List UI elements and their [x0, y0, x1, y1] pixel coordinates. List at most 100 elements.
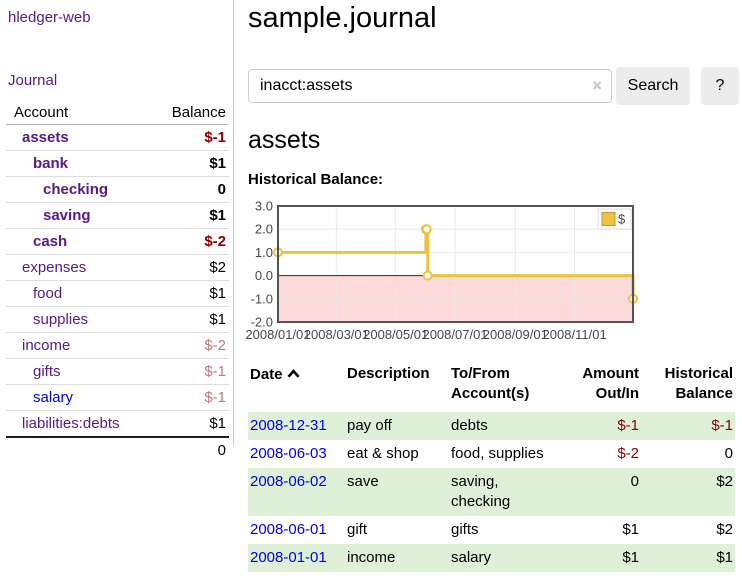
account-balance: $1	[154, 306, 229, 333]
accounts-header-balance: Balance	[154, 101, 229, 125]
clear-search-icon[interactable]: ×	[592, 76, 602, 95]
transaction-balance: $1	[716, 549, 733, 566]
account-row: food $1	[6, 280, 229, 307]
account-row: gifts $-1	[6, 358, 229, 385]
transaction-accounts: saving, checking	[451, 473, 511, 510]
account-row: cash $-2	[6, 228, 229, 255]
account-balance: $-1	[154, 124, 229, 151]
account-balance: $1	[154, 280, 229, 307]
account-balance: 0	[154, 176, 229, 203]
main-content: sample.journal × Search ? assets Histori…	[245, 0, 742, 582]
register-row: 2008-01-01 income salary $1 $1	[248, 544, 735, 572]
svg-text:2008/11/01: 2008/11/01	[543, 327, 607, 342]
sidebar-item-journal[interactable]: Journal	[8, 72, 58, 89]
transaction-amount: $-1	[617, 417, 639, 434]
register-header-balance: Historical Balance	[664, 365, 733, 402]
account-link-cash[interactable]: cash	[33, 233, 68, 250]
account-link-supplies[interactable]: supplies	[33, 311, 89, 328]
svg-text:2.0: 2.0	[255, 222, 273, 237]
account-row: liabilities:debts $1	[6, 410, 229, 438]
account-link-assets[interactable]: assets	[22, 129, 69, 146]
register-header-date[interactable]: Date	[248, 362, 345, 412]
account-row: bank $1	[6, 150, 229, 177]
accounts-header-account: Account	[6, 101, 155, 125]
svg-text:2008/05/01: 2008/05/01	[363, 327, 428, 342]
svg-text:3.0: 3.0	[255, 200, 273, 214]
account-link-income[interactable]: income	[22, 337, 71, 354]
transaction-date-link[interactable]: 2008-12-31	[250, 417, 327, 434]
transaction-accounts: debts	[451, 417, 488, 434]
svg-text:-1.0: -1.0	[251, 291, 273, 306]
register-row: 2008-06-03 eat & shop food, supplies $-2…	[248, 440, 735, 468]
svg-text:2008/03/01: 2008/03/01	[304, 327, 369, 342]
accounts-total-row: 0	[6, 437, 229, 463]
sort-ascending-icon	[287, 364, 300, 384]
transaction-amount: 0	[630, 473, 639, 490]
account-link-salary[interactable]: salary	[33, 389, 74, 406]
account-link-food[interactable]: food	[33, 285, 63, 302]
transaction-balance: $-1	[711, 417, 733, 434]
register-header-date-label: Date	[250, 366, 283, 383]
sidebar: hledger-web Journal Account Balance asse…	[0, 0, 234, 459]
transaction-amount: $-2	[617, 445, 639, 462]
svg-text:2008/01/01: 2008/01/01	[245, 327, 310, 342]
account-row: income $-2	[6, 332, 229, 359]
transaction-amount: $1	[622, 549, 639, 566]
transaction-description: income	[347, 549, 396, 566]
account-row: saving $1	[6, 202, 229, 229]
account-balance: $1	[154, 150, 229, 177]
help-button[interactable]: ?	[701, 67, 739, 105]
account-link-gifts[interactable]: gifts	[33, 363, 61, 380]
transaction-balance: $2	[716, 473, 733, 490]
transaction-date-link[interactable]: 2008-06-01	[250, 521, 327, 538]
account-link-checking[interactable]: checking	[43, 181, 109, 198]
historical-balance-chart: 3.0 2.0 1.0 0.0 -1.0 -2.02008/01/012008/03/01…	[245, 200, 638, 342]
page-title: sample.journal	[248, 2, 437, 34]
register-header-amount: Amount Out/In	[582, 365, 639, 402]
svg-text:1.0: 1.0	[255, 245, 273, 260]
transaction-balance: $2	[716, 521, 733, 538]
transaction-accounts: food, supplies	[451, 445, 544, 462]
account-heading: assets	[248, 126, 321, 154]
transaction-description: eat & shop	[347, 445, 419, 462]
transaction-description: gift	[347, 521, 368, 538]
transaction-balance: 0	[724, 445, 733, 462]
accounts-total-value: 0	[217, 442, 226, 459]
transaction-accounts: salary	[451, 549, 492, 566]
account-balance: $2	[154, 254, 229, 281]
account-balance: $1	[154, 202, 229, 229]
account-link-bank[interactable]: bank	[33, 155, 69, 172]
register-row: 2008-12-31 pay off debts $-1 $-1	[248, 412, 735, 440]
account-link-liabilities-debts[interactable]: liabilities:debts	[22, 415, 120, 432]
account-balance: $-1	[154, 384, 229, 411]
accounts-header-row: Account Balance	[6, 101, 229, 125]
chart-title: Historical Balance:	[248, 171, 384, 188]
transaction-date-link[interactable]: 2008-06-03	[250, 445, 327, 462]
register-header-description: Description	[347, 365, 430, 382]
search-input[interactable]	[249, 70, 590, 102]
search-form: × Search ?	[248, 67, 742, 105]
transaction-description: pay off	[347, 417, 392, 434]
register-header-row: Date Description To/From Account(s) Amou…	[248, 362, 735, 412]
account-row: supplies $1	[6, 306, 229, 333]
account-balance: $-2	[154, 228, 229, 255]
svg-text:2008/07/01: 2008/07/01	[422, 327, 487, 342]
transaction-amount: $1	[622, 521, 639, 538]
account-row: checking 0	[6, 176, 229, 203]
transaction-date-link[interactable]: 2008-01-01	[250, 549, 327, 566]
account-link-expenses[interactable]: expenses	[22, 259, 87, 276]
register-row: 2008-06-01 gift gifts $1 $2	[248, 516, 735, 544]
account-row: assets $-1	[6, 124, 229, 151]
svg-text:2008/09/01: 2008/09/01	[483, 327, 548, 342]
svg-text:-2.0: -2.0	[251, 315, 273, 330]
account-link-saving[interactable]: saving	[43, 207, 91, 224]
register-header-accounts: To/From Account(s)	[451, 365, 530, 402]
sidebar-accounts-table: Account Balance assets $-1 bank $1 check…	[6, 101, 229, 463]
register-table: Date Description To/From Account(s) Amou…	[248, 362, 735, 572]
register-row: 2008-06-02 save saving, checking 0 $2	[248, 468, 735, 516]
app-title-link[interactable]: hledger-web	[8, 9, 91, 26]
account-row: salary $-1	[6, 384, 229, 411]
search-button[interactable]: Search	[616, 67, 690, 105]
transaction-description: save	[347, 473, 379, 490]
transaction-date-link[interactable]: 2008-06-02	[250, 473, 327, 490]
